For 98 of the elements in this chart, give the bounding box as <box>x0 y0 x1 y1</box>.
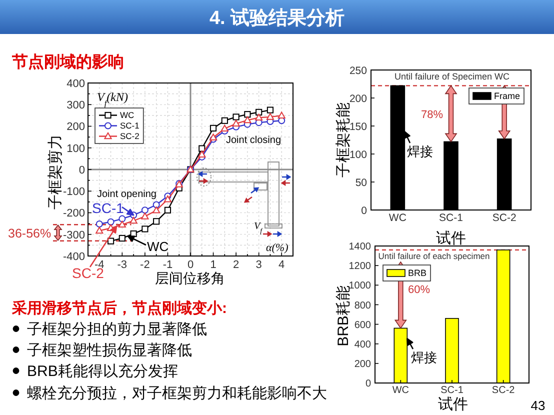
x-axis-title: 试件 <box>438 396 468 413</box>
y-tick-label: 400 <box>354 339 372 350</box>
y-tick-label: 300 <box>66 100 85 112</box>
x-axis-title: 层间位移角 <box>155 270 225 286</box>
y-tick-label: 250 <box>349 64 368 77</box>
point <box>266 113 274 120</box>
y-tick-label: 1400 <box>348 242 372 253</box>
y-tick-label: 1200 <box>348 261 372 272</box>
point <box>278 112 286 119</box>
chart-title: 4. 试验结果分析 <box>209 7 345 29</box>
x-tick-label: 4 <box>278 259 285 271</box>
point <box>164 195 172 202</box>
x-tick-label: SC-1 <box>440 385 464 396</box>
y-tick-label: -100 <box>62 186 85 198</box>
point <box>210 124 217 132</box>
ref-line-label: Until failure of Specimen WC <box>394 72 510 82</box>
point <box>232 114 240 120</box>
y-tick-label: 200 <box>354 359 372 370</box>
point <box>118 234 126 242</box>
x-tick-label: -3 <box>117 259 128 271</box>
legend-label: BRB <box>408 268 427 278</box>
point <box>209 134 218 140</box>
text: 43 <box>530 398 546 413</box>
point <box>141 212 149 220</box>
x-tick-label: WC <box>392 385 410 396</box>
point <box>118 220 126 228</box>
point <box>255 114 263 120</box>
text: 子框架分担的剪力显著降低 <box>27 321 207 338</box>
annotation: Joint closing <box>226 135 282 146</box>
annotation: V$_{f}$(kN) <box>97 90 128 108</box>
point <box>96 226 104 234</box>
text: 子框架塑性损伤显著降低 <box>27 342 192 359</box>
y-tick-label: 800 <box>354 300 372 312</box>
point <box>142 226 148 232</box>
text: 采用滑移节点后，节点刚域变小: <box>11 299 227 317</box>
annotation: α(%) <box>266 242 289 254</box>
point <box>130 216 138 224</box>
y-tick-label: 600 <box>354 320 372 331</box>
point <box>220 124 228 132</box>
y-axis-title: 子框架剪力 <box>47 134 64 210</box>
point <box>266 106 274 114</box>
x-tick-label: SC-2 <box>492 212 516 224</box>
y-tick-label: 100 <box>66 142 85 155</box>
legend: BRB <box>382 264 431 282</box>
point <box>152 201 160 208</box>
point <box>141 206 148 214</box>
y-tick-label: -300 <box>62 229 85 242</box>
y-tick-label: 0 <box>78 164 85 176</box>
x-tick-label: -1 <box>162 259 173 271</box>
y-tick-label: 50 <box>355 176 368 189</box>
point <box>107 218 114 226</box>
point <box>244 111 251 118</box>
legend-label: SC-1 <box>120 120 140 131</box>
ref-line-label: Until failure of each specimen <box>378 250 490 261</box>
x-tick-label: WC <box>388 212 407 224</box>
y-tick-label: -200 <box>62 208 85 220</box>
x-tick-label: 3 <box>256 259 262 271</box>
x-tick-label: 2 <box>232 259 240 271</box>
text: 螺栓充分预拉，对子框架剪力和耗能影响不大 <box>27 385 327 402</box>
point <box>153 218 160 225</box>
point <box>96 220 103 228</box>
point <box>232 120 240 127</box>
y-tick-label: 100 <box>349 148 368 161</box>
x-tick-label: 1 <box>210 259 216 271</box>
legend-label: Frame <box>494 91 520 102</box>
y-tick-label: 150 <box>349 120 368 133</box>
x-axis-title: 试件 <box>436 230 466 247</box>
point <box>221 117 228 124</box>
y-tick-label: 400 <box>66 78 85 90</box>
point <box>118 215 126 222</box>
point <box>164 206 172 214</box>
annotation: 78% <box>420 109 444 121</box>
x-tick-label: -2 <box>140 259 150 271</box>
text: BRB耗能得以充分发挥 <box>27 363 178 380</box>
annotation: 60% <box>408 284 430 296</box>
x-tick-label: SC-1 <box>439 212 464 224</box>
y-tick-label: -400 <box>62 250 85 263</box>
point <box>198 150 206 158</box>
x-tick-label: 0 <box>187 259 194 271</box>
y-tick-label: 200 <box>66 121 85 134</box>
x-tick-label: SC-2 <box>492 385 516 396</box>
chart-subtitle: 节点刚域的影响 <box>11 53 124 71</box>
text: 36-56% <box>8 226 52 240</box>
legend: Frame <box>468 88 524 104</box>
point <box>244 116 252 124</box>
annotation: 焊接 <box>411 350 437 365</box>
point <box>152 206 160 214</box>
annotation: V$_{f}$ <box>254 221 264 235</box>
legend-label: SC-2 <box>120 131 140 142</box>
y-tick-label: 1000 <box>348 280 372 292</box>
y-tick-label: 200 <box>349 92 368 105</box>
point <box>256 108 262 116</box>
legend-label: WC <box>120 110 134 120</box>
point <box>198 145 206 152</box>
annotation: 焊接 <box>407 144 433 159</box>
annotation: Joint opening <box>97 189 156 200</box>
annotation: WC <box>147 239 169 254</box>
point <box>107 238 114 244</box>
